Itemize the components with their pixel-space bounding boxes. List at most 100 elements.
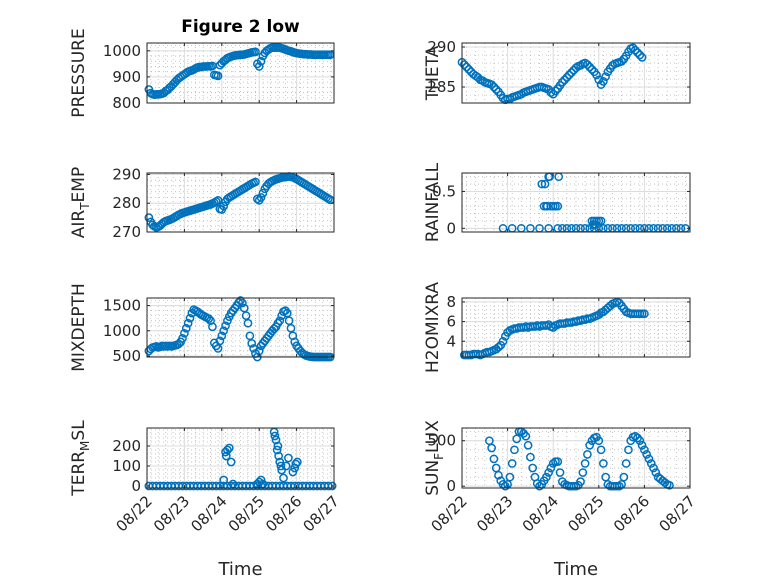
data-point <box>660 478 670 487</box>
axes-box-3 <box>146 172 335 233</box>
data-point <box>596 445 606 455</box>
data-point <box>275 457 285 467</box>
data-point <box>528 463 538 473</box>
data-point <box>665 480 674 490</box>
data-point <box>555 468 565 477</box>
data-point <box>204 314 214 324</box>
data-point <box>614 481 624 491</box>
data-point <box>462 62 471 72</box>
x-tick-label: 08/24 <box>187 492 230 535</box>
data-point <box>544 468 553 477</box>
data-point <box>567 68 576 77</box>
ylabel-main-7: TERR <box>69 451 89 497</box>
data-point <box>635 50 645 60</box>
data-point <box>580 459 590 468</box>
data-point <box>281 461 291 471</box>
data-point <box>494 470 503 480</box>
x-tick-label: 08/26 <box>610 492 653 535</box>
data-point <box>583 450 592 459</box>
data-point <box>557 77 567 87</box>
data-point <box>219 326 229 336</box>
data-point <box>551 86 560 96</box>
data-point <box>578 468 588 477</box>
data-point <box>587 65 597 74</box>
data-point <box>219 475 229 485</box>
y-tick-label: 285 <box>427 78 456 96</box>
ylabel-5: MIXDEPTH <box>69 283 89 372</box>
data-point <box>628 43 638 53</box>
data-point <box>215 336 225 346</box>
x-tick-label: 08/25 <box>564 492 607 535</box>
data-point <box>540 179 550 189</box>
data-point <box>282 308 292 318</box>
data-point <box>185 313 195 323</box>
y-tick-label: 0 <box>446 219 456 237</box>
x-tick-label: 08/23 <box>150 492 193 535</box>
data-point <box>276 461 286 471</box>
data-point <box>591 220 600 229</box>
data-point <box>292 457 302 467</box>
data-point <box>560 75 569 85</box>
data-point <box>178 333 187 343</box>
axes-box-5 <box>146 297 335 358</box>
y-tick-label: 4 <box>446 332 456 350</box>
data-point <box>635 436 645 446</box>
y-tick-label: 800 <box>112 94 141 112</box>
data-point <box>646 459 656 468</box>
data-point <box>546 463 556 473</box>
axes-1: 800 900 1000 PRESSURE Figure 2 low <box>69 17 335 118</box>
y-tick-label: 270 <box>112 223 141 241</box>
data-point <box>617 57 626 66</box>
y-tick-label: 500 <box>427 432 456 450</box>
y-tick-label: 280 <box>112 194 141 212</box>
data-point <box>630 45 640 55</box>
y-tick-label: 100 <box>112 457 141 475</box>
y-tick-label: 0.5 <box>432 182 456 200</box>
data-point <box>239 303 249 313</box>
data-point <box>507 459 517 468</box>
data-point <box>651 468 661 477</box>
x-tick-label: 08/22 <box>428 492 471 535</box>
x-tick-label: 08/24 <box>519 492 562 535</box>
data-point <box>553 457 563 466</box>
data-point <box>181 323 191 333</box>
axes-box-4 <box>461 172 691 233</box>
data-point <box>247 339 257 348</box>
series-8 <box>485 427 674 491</box>
axes-7: 0 100 200 TERRMSL 08/2208/2308/2408/2508/260… <box>69 420 343 580</box>
data-point <box>245 331 255 341</box>
data-point <box>238 298 247 308</box>
data-point <box>494 342 503 352</box>
data-point <box>183 318 193 328</box>
data-point <box>487 80 496 89</box>
data-point <box>649 463 658 473</box>
data-point <box>537 179 547 189</box>
data-point <box>619 472 629 482</box>
data-point <box>288 467 298 477</box>
x-tick-label: 08/23 <box>473 492 516 535</box>
data-point <box>505 472 515 482</box>
axes-5: 500 1000 1500 MIXDEPTH <box>69 283 335 372</box>
y-tick-label: 200 <box>112 437 141 455</box>
ylabel-sub-8: F <box>432 453 446 460</box>
y-tick-label: 6 <box>446 313 456 331</box>
data-point <box>562 73 572 82</box>
data-point <box>500 481 510 491</box>
data-point <box>594 436 604 446</box>
data-point <box>254 62 264 71</box>
data-point <box>630 431 640 441</box>
data-point <box>583 60 592 69</box>
data-point <box>624 445 633 455</box>
data-point <box>642 450 652 459</box>
data-point <box>327 481 337 491</box>
data-point <box>498 336 508 346</box>
axes-box-6 <box>461 297 691 358</box>
data-point <box>256 475 266 485</box>
data-point <box>599 77 608 86</box>
data-point <box>251 177 260 187</box>
series-1 <box>144 43 335 100</box>
